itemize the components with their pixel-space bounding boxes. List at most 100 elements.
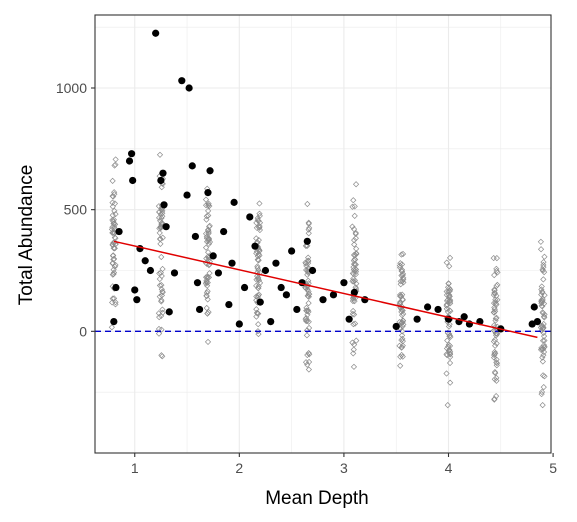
simulated-point <box>254 328 262 335</box>
simulated-point <box>446 359 454 367</box>
observed-point <box>251 242 259 250</box>
simulated-point <box>205 226 212 233</box>
simulated-point <box>398 312 406 319</box>
simulated-point <box>491 354 498 361</box>
observed-point <box>110 318 118 326</box>
y-axis-tick-labels: 0 500 1000 <box>56 80 87 339</box>
simulated-point <box>539 266 546 273</box>
simulated-point <box>491 287 498 294</box>
simulated-point <box>446 330 453 337</box>
simulated-point <box>350 311 358 318</box>
simulated-point <box>305 277 312 284</box>
simulated-point <box>205 200 212 207</box>
simulated-point <box>255 284 262 292</box>
simulated-point <box>304 351 311 359</box>
simulated-point <box>538 297 545 304</box>
simulated-point <box>306 351 313 358</box>
simulated-point <box>350 197 357 204</box>
simulated-point <box>350 264 357 271</box>
observed-point <box>162 223 170 231</box>
simulated-point <box>203 213 210 220</box>
simulated-point <box>540 259 547 266</box>
observed-point <box>533 318 542 326</box>
simulated-point <box>349 223 356 230</box>
simulated-point <box>254 272 261 280</box>
observed-point <box>157 176 165 185</box>
simulated-point <box>158 272 165 280</box>
simulated-point <box>353 280 360 287</box>
simulated-point <box>305 258 312 265</box>
simulated-point <box>399 342 406 349</box>
simulated-point <box>305 219 312 226</box>
simulated-point <box>537 238 544 245</box>
simulated-point <box>352 230 359 238</box>
x-axis-tick-labels: 1 2 3 4 5 <box>131 460 557 476</box>
simulated-point <box>494 269 501 276</box>
simulated-point <box>397 278 404 285</box>
simulated-point <box>203 304 210 312</box>
simulated-point <box>491 272 498 279</box>
observed-point <box>240 283 249 292</box>
simulated-point <box>398 251 405 258</box>
simulated-point <box>256 247 263 254</box>
simulated-point <box>351 267 358 275</box>
simulated-point <box>159 265 166 273</box>
simulated-point <box>159 288 166 295</box>
simulated-point <box>304 286 311 293</box>
observed-point <box>141 257 149 265</box>
simulated-point <box>302 284 309 291</box>
simulated-point <box>399 296 406 303</box>
simulated-point <box>398 267 405 275</box>
observed-point <box>125 157 134 165</box>
simulated-point <box>256 219 264 226</box>
observed-point <box>256 298 264 306</box>
simulated-point <box>111 207 118 214</box>
simulated-point <box>398 307 406 314</box>
simulated-point <box>353 337 360 344</box>
simulated-point <box>204 279 211 286</box>
simulated-point <box>109 224 116 231</box>
observed-point <box>204 189 212 197</box>
observed-point <box>303 237 311 245</box>
simulated-point <box>399 338 406 345</box>
simulated-point <box>159 306 166 313</box>
simulated-point <box>490 254 497 262</box>
plot-panel-border <box>94 14 552 454</box>
simulated-point <box>541 269 548 276</box>
observed-point <box>209 252 217 260</box>
simulated-point <box>255 217 262 224</box>
simulated-point <box>493 393 500 400</box>
simulated-point <box>539 358 546 365</box>
simulated-point <box>204 338 212 346</box>
simulated-point <box>304 307 312 314</box>
simulated-point <box>397 291 404 298</box>
simulated-point <box>492 342 499 349</box>
simulated-point <box>447 379 454 386</box>
observed-point <box>131 286 139 294</box>
observed-point <box>319 296 327 304</box>
simulated-point <box>444 352 451 359</box>
simulated-point <box>446 293 453 300</box>
simulated-point <box>304 242 311 249</box>
simulated-point <box>491 348 498 356</box>
simulated-point <box>350 271 357 278</box>
simulated-point <box>446 321 453 328</box>
simulated-point <box>158 286 165 293</box>
simulated-point <box>352 181 360 188</box>
simulated-point <box>159 309 166 316</box>
simulated-point <box>541 314 548 321</box>
simulated-point <box>537 246 545 253</box>
simulated-point <box>351 320 359 327</box>
simulated-point <box>540 329 547 336</box>
observed-point <box>267 318 275 326</box>
observed-point <box>193 279 202 287</box>
simulated-point <box>540 313 548 320</box>
simulated-point <box>156 151 164 158</box>
simulated-point <box>111 200 119 207</box>
simulated-point <box>156 314 163 321</box>
simulated-point <box>351 297 358 305</box>
simulated-point <box>446 297 453 304</box>
simulated-point <box>540 342 548 349</box>
simulated-point <box>109 241 116 248</box>
simulated-point <box>109 295 116 302</box>
